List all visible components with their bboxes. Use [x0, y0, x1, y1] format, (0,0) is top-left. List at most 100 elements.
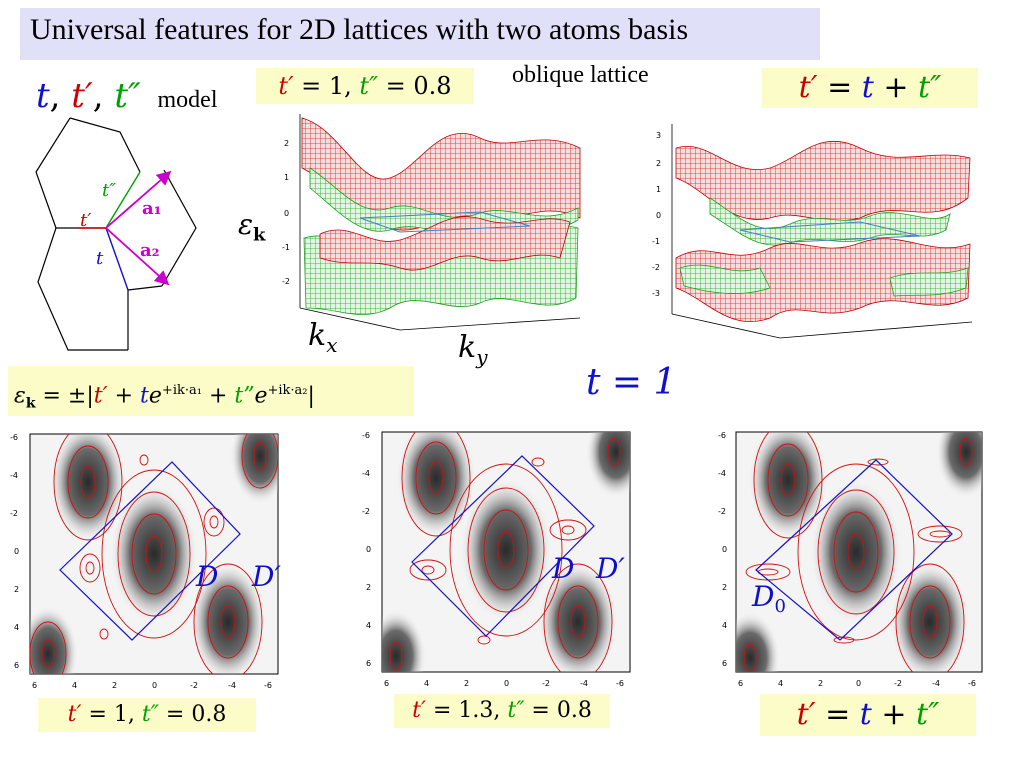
ptr-eq: = — [817, 70, 862, 105]
cl-y2: -2 — [10, 509, 18, 518]
surface-left-upper-green — [309, 167, 579, 236]
cm-y1: -4 — [362, 469, 370, 478]
model-label: t, t′, t″ model — [36, 76, 218, 116]
contour-right-bz — [755, 459, 953, 641]
contour-left-label-Dp: D′ — [251, 560, 281, 593]
cm-x1: 4 — [424, 679, 429, 688]
sl-tick-1: 1 — [284, 173, 289, 182]
model-word: model — [157, 87, 218, 113]
cm-x4: -2 — [542, 679, 550, 688]
cap-m-tpp: t″ — [507, 698, 525, 723]
formula-t: t — [140, 383, 149, 409]
ptl-tpp: t″ — [359, 72, 379, 100]
cl-x6: -6 — [264, 681, 272, 690]
model-t: t — [36, 76, 50, 116]
cm-x5: -4 — [580, 679, 588, 688]
contour-mid-field — [382, 432, 630, 672]
formula-exp2: +ik·a₂ — [267, 383, 308, 398]
bond-tpp — [105, 171, 141, 229]
sr-tick-0: 3 — [656, 131, 661, 140]
ptl-tp: t′ — [278, 72, 294, 100]
formula-tpp: t” — [234, 383, 255, 409]
ky-sub: y — [476, 345, 488, 369]
lattice-label-a2: a₂ — [140, 240, 160, 261]
vector-a2-arrow — [105, 227, 170, 286]
lattice-diagram: t″ a₁ t′ a₂ t — [35, 117, 197, 351]
cap-m-eq1: = 1.3, — [425, 698, 508, 723]
contour-mid-label-Dp: D′ — [595, 552, 625, 585]
sl-tick-0: 2 — [284, 139, 289, 148]
formula-end: | — [307, 383, 315, 409]
cl-y6: 6 — [14, 661, 19, 670]
kx-k: k — [308, 318, 327, 353]
caption-right: t′ = t + t″ — [760, 694, 976, 736]
sr-tick-1: 2 — [656, 159, 661, 168]
sr-tick-5: -2 — [652, 263, 660, 272]
surface-right-lower-green — [679, 264, 969, 297]
surface-left-lower-red — [319, 216, 571, 271]
surface-right-axes — [671, 124, 973, 339]
cap-l-eq1: = 1, — [81, 702, 142, 727]
sl-tick-2: 0 — [284, 209, 289, 218]
model-comma-2: , — [92, 76, 104, 116]
energy-sub: k — [253, 224, 266, 246]
cl-x2: 2 — [112, 681, 117, 690]
contour-right-D0-sub: 0 — [774, 596, 785, 617]
cr-y6: 6 — [722, 659, 727, 668]
lattice-label-tpp: t″ — [102, 180, 116, 201]
contour-mid-label-D: D — [551, 552, 574, 585]
surface-left-fermi-plane — [359, 211, 531, 233]
formula-lhs-sub: k — [25, 395, 36, 412]
cm-x3: 0 — [504, 679, 509, 688]
ptr-plus: + — [873, 70, 919, 105]
contour-plot-mid: D D′ -6 -4 -2 0 2 4 6 6 4 2 0 -2 -4 -6 — [362, 431, 631, 688]
cl-x5: -4 — [228, 681, 236, 690]
sr-tick-2: 1 — [656, 185, 661, 194]
contour-right-field — [736, 432, 982, 672]
cl-y1: -4 — [10, 471, 18, 480]
vector-a1-arrow — [105, 170, 172, 229]
page-title: Universal features for 2D lattices with … — [30, 13, 689, 46]
cm-x6: -6 — [616, 679, 624, 688]
cl-y0: -6 — [10, 433, 18, 442]
formula-eq: = ±| — [35, 383, 94, 409]
sl-tick-4: -2 — [282, 277, 290, 286]
formula-e1: e — [148, 383, 162, 409]
cr-x4: -2 — [894, 679, 902, 688]
cap-l-tpp: t″ — [141, 702, 159, 727]
cr-y2: -2 — [718, 507, 726, 516]
formula-plus2: + — [201, 383, 235, 409]
surface-right-upper-green — [709, 197, 951, 246]
contour-right-label-D0: D0 — [751, 580, 786, 617]
cm-y0: -6 — [362, 431, 370, 440]
cr-y4: 2 — [722, 583, 727, 592]
cm-x2: 2 — [464, 679, 469, 688]
contour-left-label-D: D — [195, 560, 218, 593]
cl-x0: 6 — [32, 681, 37, 690]
formula-lhs: ε — [14, 383, 26, 409]
energy-label: εk — [238, 208, 266, 246]
contour-plot-left: D D′ -6 -4 -2 0 2 4 6 6 4 2 0 -2 -4 -6 — [10, 433, 281, 690]
cl-x4: -2 — [190, 681, 198, 690]
cap-r-eq: = — [815, 697, 860, 732]
ptl-eq2: = 0.8 — [378, 72, 452, 100]
t-equals-one: t = 1 — [586, 362, 677, 403]
cr-y3: 0 — [722, 545, 727, 554]
cl-y3: 0 — [14, 547, 19, 556]
formula-exp1: +ik·a₁ — [161, 383, 202, 398]
contour-left-bz — [59, 461, 241, 641]
sl-tick-3: -1 — [282, 243, 290, 252]
cr-x0: 6 — [738, 679, 743, 688]
ky-label: ky — [458, 330, 488, 369]
model-comma-1: , — [49, 76, 61, 116]
cap-m-tp: t′ — [412, 698, 426, 723]
cl-y4: 2 — [14, 585, 19, 594]
cap-r-tpp: t″ — [916, 697, 940, 732]
cm-x0: 6 — [384, 679, 389, 688]
contour-plot-right: D0 -6 -4 -2 0 2 4 6 6 4 2 0 -2 -4 -6 — [718, 431, 983, 688]
sr-tick-4: -1 — [652, 237, 660, 246]
cl-x3: 0 — [152, 681, 157, 690]
cm-y2: -2 — [362, 507, 370, 516]
bond-t — [105, 227, 129, 291]
param-box-top-left: t′ = 1, t″ = 0.8 — [256, 68, 474, 104]
